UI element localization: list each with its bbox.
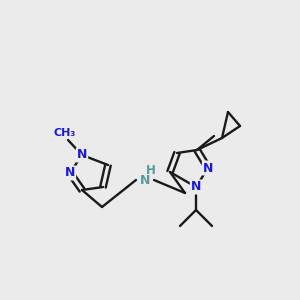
Text: H: H [146,164,156,176]
Text: CH₃: CH₃ [54,128,76,138]
Text: N: N [77,148,87,161]
Text: N: N [140,173,150,187]
Text: N: N [203,161,213,175]
Text: N: N [191,181,201,194]
Text: N: N [65,167,75,179]
